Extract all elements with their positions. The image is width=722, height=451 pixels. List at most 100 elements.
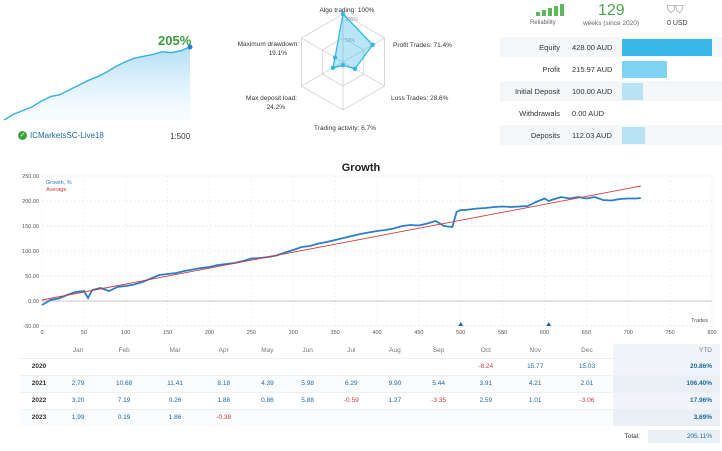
radar-point	[340, 11, 346, 17]
year-cell: 2023	[20, 408, 58, 426]
month-cell	[58, 357, 99, 375]
radar-point	[332, 55, 338, 60]
stat-row-profit: Profit 215.97 AUD	[500, 59, 722, 79]
x-tick-label: 400	[372, 330, 381, 336]
radar-point	[352, 66, 358, 72]
subscribers-icon: ⛉⛉	[667, 4, 684, 16]
month-cell: 5.88	[287, 391, 328, 409]
stat-label: Equity	[539, 42, 560, 52]
x-tick-label: 650	[582, 330, 591, 336]
stat-row-withdrawals: Withdrawals 0.00 AUD	[500, 103, 722, 123]
account-server[interactable]: ✓ ICMarketsSC-Live18	[18, 131, 104, 140]
stat-row-initial-deposit: Initial Deposit 100.00 AUD	[500, 81, 722, 101]
radar-point	[370, 42, 375, 48]
radar-axis-label: Profit Trades: 71.4%	[393, 42, 452, 49]
month-cell: 1.99	[58, 408, 99, 426]
table-row: 2021 2.79 10.68 11.41 8.18 4.39 5.98 6.29 9.90 5.…	[20, 374, 720, 392]
column-header: Aug	[389, 347, 401, 355]
total-value: 205.11%	[648, 430, 720, 443]
month-cell	[462, 408, 510, 426]
month-cell: -0.38	[200, 408, 248, 426]
month-cell: 1.01	[509, 391, 562, 409]
x-tick-label: 250	[247, 330, 256, 336]
column-header: May	[261, 347, 274, 355]
x-tick-label: 450	[414, 330, 423, 336]
month-cell	[247, 357, 288, 375]
y-tick-label: 50.00	[25, 274, 39, 280]
x-tick-label: 100	[121, 330, 130, 336]
month-cell	[561, 408, 613, 426]
month-cell: 7.19	[98, 391, 150, 409]
growth-series-line	[41, 196, 641, 306]
month-cell	[200, 357, 248, 375]
month-cell	[374, 357, 416, 375]
month-cell: -8.24	[462, 357, 510, 375]
radar-spoke	[301, 61, 344, 87]
radar-ring-label: 50%	[345, 38, 356, 44]
month-cell	[415, 357, 463, 375]
stat-value: 100.00 AUD	[572, 86, 613, 96]
stat-value: 428.00 AUD	[572, 42, 613, 52]
ytd-cell: 106.40%	[612, 374, 720, 392]
x-tick-label: 200	[205, 330, 214, 336]
stat-label: Withdrawals	[519, 108, 560, 118]
month-cell	[247, 408, 288, 426]
x-tick-label: 550	[498, 330, 507, 336]
month-cell	[415, 408, 463, 426]
reliability-bars-icon	[536, 4, 564, 16]
month-cell: 10.68	[98, 374, 150, 392]
stat-bar	[622, 82, 643, 100]
radar-axis-label: Max deposit load:	[246, 95, 297, 102]
month-cell	[374, 408, 416, 426]
year-cell: 2020	[20, 357, 58, 375]
column-header: Jul	[347, 347, 356, 355]
growth-percentage: 205%	[158, 33, 192, 48]
month-cell: 5.44	[415, 374, 463, 392]
ytd-cell: 17.96%	[612, 391, 720, 409]
mini-endpoint	[187, 44, 193, 50]
growth-chart[interactable]: -50.00 0.00 50.00 100.00 150.00 200.00 250.00 0…	[0, 170, 722, 338]
month-cell: 4.39	[247, 374, 288, 392]
x-tick-label: 350	[331, 330, 340, 336]
column-header: Feb	[118, 347, 130, 355]
radar-spoke	[342, 61, 385, 87]
mini-area	[4, 47, 190, 120]
month-cell: 4.21	[509, 374, 562, 392]
deposit-marker	[546, 322, 552, 326]
stat-value: 112.03 AUD	[572, 130, 612, 140]
year-cell: 2021	[20, 374, 58, 392]
month-cell: 1.86	[149, 408, 201, 426]
month-cell: 2.59	[462, 391, 510, 409]
month-cell: 11.41	[149, 374, 201, 392]
month-cell	[149, 357, 201, 375]
table-row: 2020 -8.24 15.77 15.03 20.86%	[20, 357, 720, 375]
verified-icon: ✓	[18, 131, 27, 140]
radar-chart: 100% 50% Algo trading: 100% Profit Trades: …	[238, 7, 453, 132]
month-cell: 1.27	[374, 391, 416, 409]
month-cell: 8.18	[200, 374, 248, 392]
stat-label: Deposits	[530, 130, 560, 140]
x-tick-label: 0	[40, 330, 43, 336]
column-header: Mar	[169, 347, 181, 355]
total-label: Total:	[624, 433, 640, 440]
x-tick-label: 700	[624, 330, 633, 336]
radar-axis-label: Algo trading: 100%	[320, 7, 375, 14]
y-tick-label: 150.00	[22, 224, 39, 230]
x-tick-label: 50	[81, 330, 87, 336]
month-cell: 15.77	[509, 357, 562, 375]
radar-spoke	[342, 37, 385, 63]
column-header: Nov	[529, 347, 541, 355]
weeks-count: 129	[598, 2, 625, 19]
year-cell: 2022	[20, 391, 58, 409]
stat-bar	[622, 126, 645, 144]
month-cell: 2.79	[58, 374, 99, 392]
stat-value: 215.97 AUD	[572, 64, 613, 74]
y-tick-label: 200.00	[22, 199, 39, 205]
radar-point	[340, 63, 346, 68]
month-cell: -3.35	[415, 391, 463, 409]
month-cell	[98, 357, 150, 375]
month-cell: -0.59	[327, 391, 375, 409]
x-tick-label: 600	[540, 330, 549, 336]
radar-point	[330, 65, 336, 71]
price-label: 0 USD	[667, 20, 688, 27]
